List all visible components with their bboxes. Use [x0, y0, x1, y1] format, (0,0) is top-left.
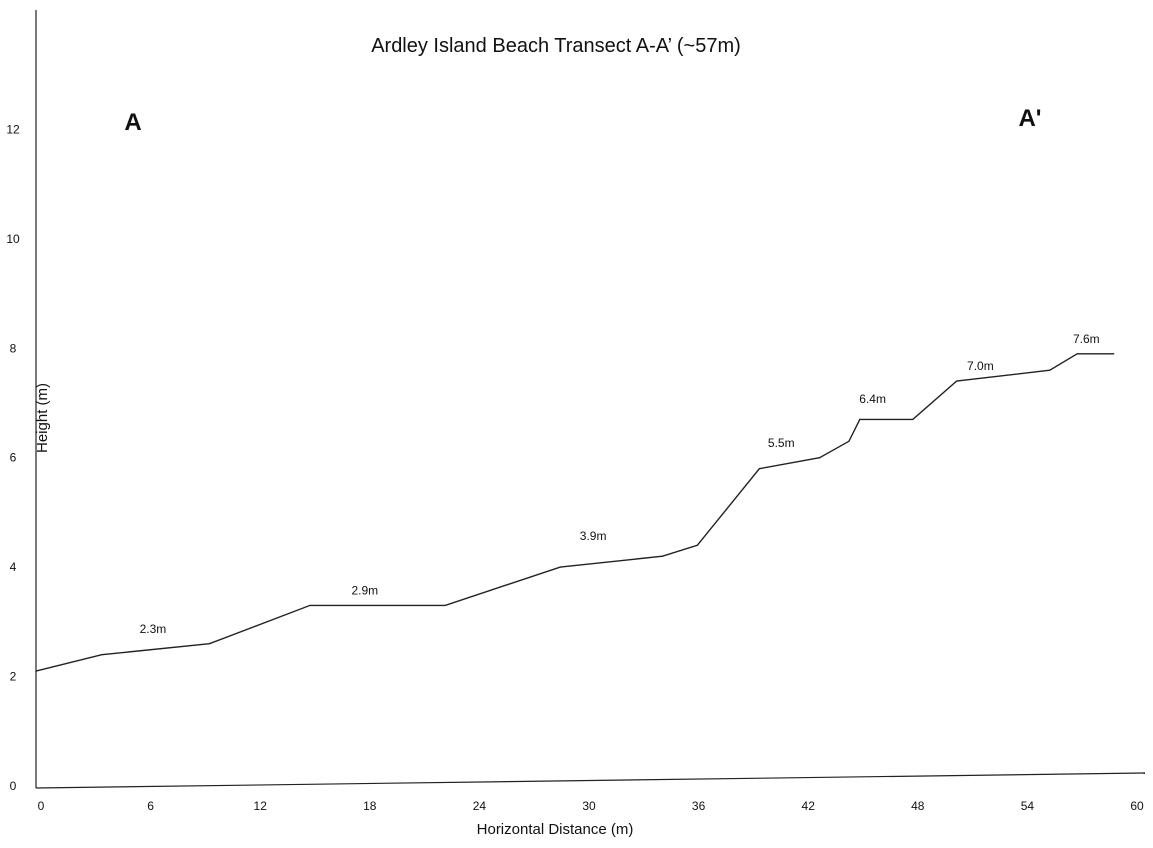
profile-point	[912, 418, 914, 421]
x-tick-labels: 0 6 12 18 24 30 36 42 48 54 60	[38, 799, 1144, 813]
profile-point	[696, 544, 698, 546]
profile-point	[819, 457, 821, 459]
x-tick-label: 42	[802, 799, 816, 813]
height-annotation: 7.6m	[1073, 332, 1100, 346]
profile-point	[1076, 353, 1078, 355]
height-annotation: 7.0m	[967, 359, 994, 373]
y-tick-label: 12	[6, 122, 20, 136]
y-tick-labels: 0 2 4 6 8 10 12	[6, 122, 20, 793]
end-label-a: A	[124, 109, 141, 136]
y-axis-label: Height (m)	[34, 383, 51, 453]
height-annotation: 2.3m	[140, 622, 167, 636]
x-tick-label: 36	[692, 799, 706, 813]
height-annotation: 2.9m	[351, 584, 378, 598]
profile-point	[208, 643, 211, 645]
profile-point	[1049, 369, 1051, 371]
profile-point	[559, 566, 561, 568]
profile-point	[101, 654, 103, 656]
y-tick-label: 4	[10, 560, 17, 574]
end-label-a-prime: A'	[1018, 105, 1041, 132]
profile-point	[758, 468, 760, 470]
chart-title: Ardley Island Beach Transect A-A’ (~57m)	[371, 35, 741, 57]
profile-line	[35, 353, 1114, 672]
height-annotation: 3.9m	[580, 529, 607, 543]
x-tick-label: 18	[363, 799, 377, 813]
profile-point	[444, 604, 446, 607]
x-tick-label: 24	[473, 799, 487, 813]
y-tick-label: 10	[6, 232, 20, 246]
x-tick-label: 54	[1021, 799, 1035, 813]
profile-point	[661, 555, 664, 557]
profile-point	[1113, 353, 1115, 355]
y-tick-label: 2	[10, 670, 17, 684]
plot-area	[35, 353, 1115, 672]
profile-point	[956, 380, 958, 382]
x-tick-label: 6	[147, 799, 154, 813]
x-tick-label: 30	[582, 799, 596, 813]
y-tick-label: 6	[10, 451, 17, 465]
x-axis-label: Horizontal Distance (m)	[477, 821, 634, 838]
profile-point	[309, 604, 311, 607]
x-tick-label: 48	[911, 799, 925, 813]
x-tick-label: 12	[254, 799, 268, 813]
height-annotation: 5.5m	[768, 436, 795, 450]
height-annotation: 6.4m	[859, 392, 886, 406]
profile-point	[859, 418, 861, 421]
y-tick-label: 8	[10, 341, 17, 355]
x-tick-label: 60	[1130, 799, 1144, 813]
profile-point	[35, 670, 37, 672]
x-axis-line	[35, 772, 1146, 789]
x-tick-label: 0	[38, 799, 45, 813]
profile-point	[848, 440, 850, 442]
annotations: 2.3m 2.9m 3.9m 5.5m 6.4m 7.0m 7.6m	[140, 332, 1100, 636]
y-tick-label: 0	[10, 779, 17, 793]
